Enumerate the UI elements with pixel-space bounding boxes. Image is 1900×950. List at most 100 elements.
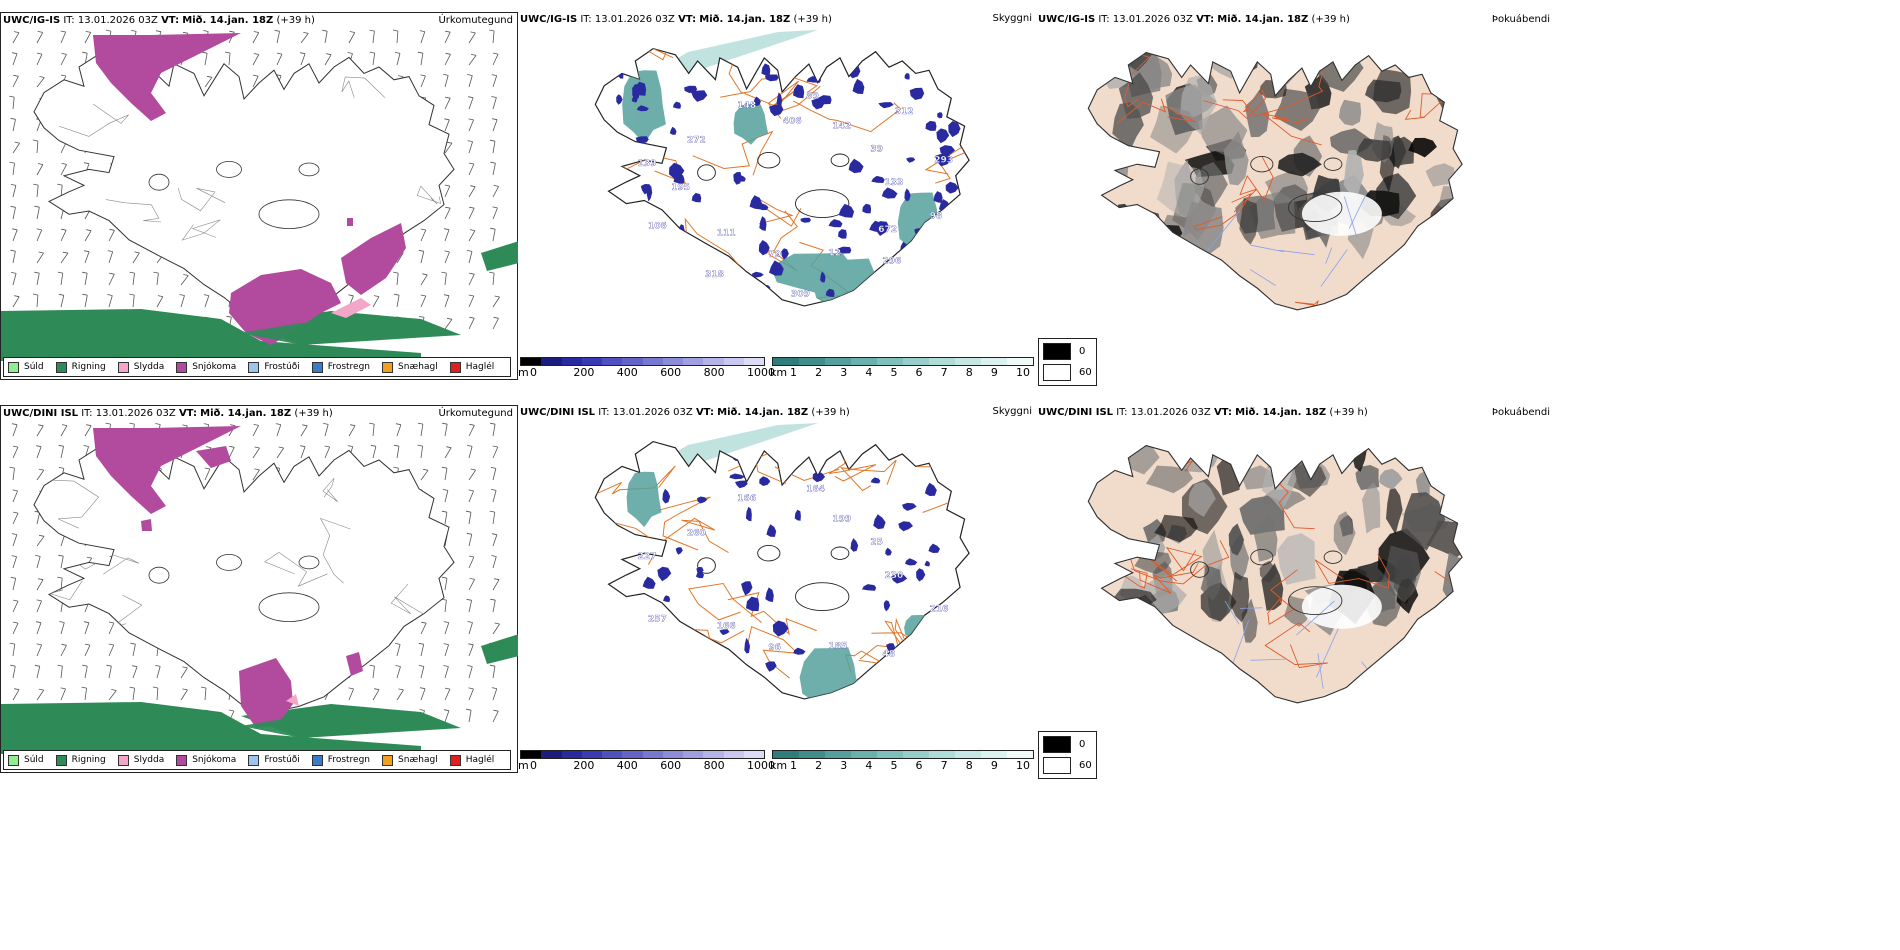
cloud-base-speck xyxy=(817,95,832,105)
wind-barb xyxy=(81,686,87,701)
legend-item: Haglél xyxy=(449,361,494,373)
precip-type-legend: Súld Rigning Slydda Snjókoma Frostúði Frostre… xyxy=(3,357,512,377)
wind-barb xyxy=(60,53,67,66)
wind-barb xyxy=(369,51,376,66)
wind-barb xyxy=(10,664,16,679)
road xyxy=(896,441,970,449)
wind-barb xyxy=(252,74,259,88)
cloud-base-value-label: 89 xyxy=(806,92,819,102)
cloud-base-speck xyxy=(765,661,777,672)
wind-barb xyxy=(468,185,476,198)
wind-barb xyxy=(393,271,399,286)
wind-barb xyxy=(468,316,475,330)
cloud-base-speck xyxy=(675,547,683,555)
colorbar-unit: km xyxy=(770,759,788,772)
wind-barb xyxy=(372,688,380,701)
colorbar-segment xyxy=(622,358,643,365)
wind-barb xyxy=(466,532,473,547)
wind-barb xyxy=(36,445,42,459)
river xyxy=(1250,658,1287,661)
wind-barb xyxy=(10,576,17,591)
colorbar-segment xyxy=(683,751,704,758)
colorbar-segment xyxy=(825,751,851,758)
snow-area xyxy=(93,33,406,345)
colorbar-tick: 400 xyxy=(616,759,638,772)
wind-barb xyxy=(59,621,65,635)
snow-blob xyxy=(93,426,241,514)
panel-title-precip-type: Úrkomutegund xyxy=(438,15,513,26)
colorbar-tick: 2 xyxy=(815,759,823,772)
cloud-base-speck xyxy=(939,145,956,157)
river xyxy=(1316,628,1339,678)
colorbar-segment xyxy=(602,751,623,758)
wind-barb xyxy=(34,271,40,286)
cloud-base-speck xyxy=(924,560,930,567)
visibility-km-colorbar: km 1 2 3 4 5 6 7 8 9 10 xyxy=(770,357,1034,379)
wind-barb xyxy=(203,294,210,308)
wind-barb xyxy=(491,74,498,88)
colorbar-segment xyxy=(541,751,562,758)
glacier-outline xyxy=(830,546,850,560)
wind-barb xyxy=(396,688,404,701)
cloud-base-value-label: 106 xyxy=(648,222,667,232)
cloud-base-speck xyxy=(928,543,940,553)
wind-barb xyxy=(36,578,44,591)
road xyxy=(884,20,964,47)
cloud-base-speck xyxy=(752,271,764,278)
wind-barb xyxy=(12,511,19,525)
wind-barb xyxy=(202,51,208,66)
glacier-outline xyxy=(216,160,242,178)
cloud-base-m-colorbar: m 0 200 400 600 800 1000 xyxy=(518,357,775,379)
fog-blob xyxy=(1238,52,1259,73)
legend-label: Snjókoma xyxy=(192,755,237,765)
road xyxy=(1116,98,1196,125)
wind-barb xyxy=(224,51,231,66)
wind-barb xyxy=(370,444,377,459)
colorbar-segment xyxy=(929,751,955,758)
wind-barb xyxy=(491,96,497,110)
wind-barb xyxy=(443,621,450,635)
cloud-base-speck xyxy=(769,260,784,276)
colorbar-tick: 200 xyxy=(573,366,595,379)
wind-barb xyxy=(84,643,91,657)
wind-barb xyxy=(9,642,16,657)
colorbar-strip xyxy=(772,357,1034,366)
wind-barb xyxy=(10,117,16,132)
wind-barb xyxy=(129,686,135,701)
colorbar-segment xyxy=(541,358,562,365)
rivers xyxy=(1224,600,1382,689)
terrain-line xyxy=(57,549,140,575)
wind-barb xyxy=(252,468,260,481)
wind-barb xyxy=(417,51,424,66)
wind-barb xyxy=(58,444,64,459)
cloud-base-value-label: 185 xyxy=(829,642,848,652)
cloud-base-speck xyxy=(924,482,937,496)
cloud-base-speck xyxy=(906,157,916,163)
cloud-base-speck xyxy=(873,514,886,530)
colorbar-tick: 400 xyxy=(616,366,638,379)
wind-barb xyxy=(276,52,283,66)
fog-blob xyxy=(1277,533,1316,585)
cloud-base-speck xyxy=(888,293,905,306)
glacier-outline xyxy=(795,582,850,612)
wind-barb xyxy=(300,445,306,459)
road xyxy=(1267,569,1298,626)
wind-barb xyxy=(107,250,114,264)
wind-barb xyxy=(36,52,43,66)
wind-barb xyxy=(443,643,449,657)
glacier-outline xyxy=(1288,586,1343,616)
visibility-km-colorbar-2: km 1 2 3 4 5 6 7 8 9 10 xyxy=(770,750,1034,772)
visibility-blob xyxy=(626,471,662,528)
colorbar-tick: 0 xyxy=(530,759,537,772)
wind-barb xyxy=(252,446,260,459)
fog-blob xyxy=(1113,203,1134,243)
wind-barb xyxy=(156,295,164,308)
colorbar-tick: 6 xyxy=(915,759,923,772)
road xyxy=(1453,249,1463,287)
cloud-base-speck xyxy=(850,538,859,552)
wind-barb xyxy=(300,52,306,66)
legend-label: Haglél xyxy=(465,755,495,765)
cloud-base-value-label: 672 xyxy=(878,225,897,235)
cloud-base-m-colorbar-2: m 0 200 400 600 800 1000 xyxy=(518,750,775,772)
legend-item: Snjókoma xyxy=(176,754,237,766)
